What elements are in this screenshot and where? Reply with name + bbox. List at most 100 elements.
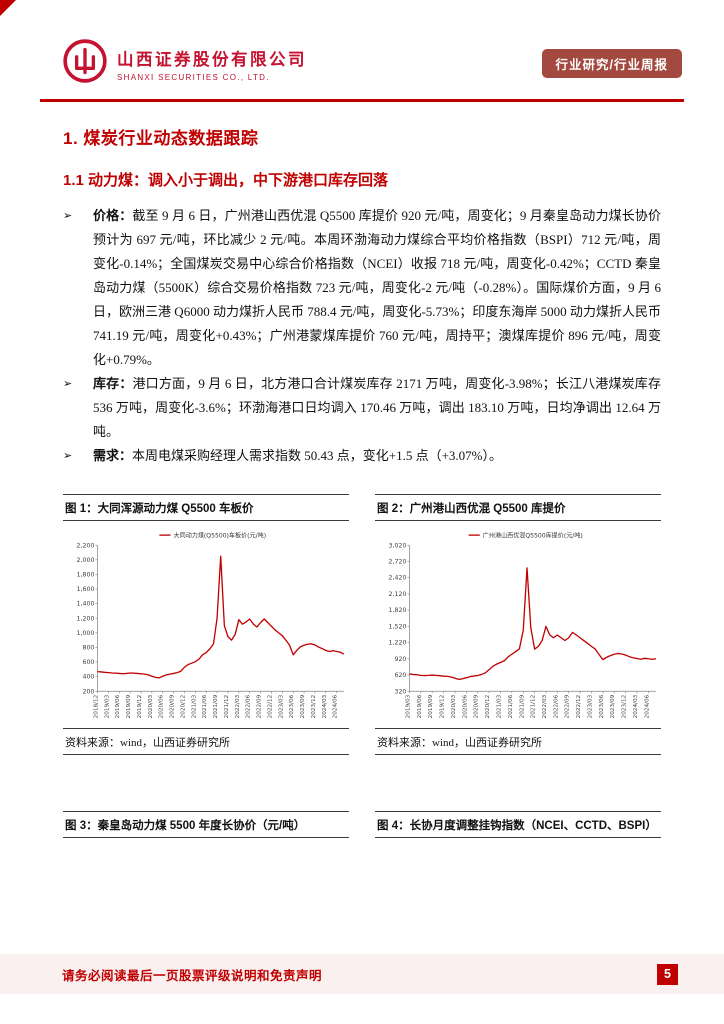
- svg-text:1,800: 1,800: [77, 571, 95, 578]
- section-title: 1. 煤炭行业动态数据跟踪: [63, 129, 259, 148]
- svg-text:2021/03: 2021/03: [496, 694, 502, 718]
- figure-2: 图 2：广州港山西优混 Q5500 库提价 320 620 920 1,220 1,52…: [375, 494, 661, 755]
- svg-text:2023/06: 2023/06: [599, 694, 605, 718]
- figures-row-2: 图 3：秦皇岛动力煤 5500 年度长协价（元/吨） 图 4：长协月度调整挂钩指…: [63, 810, 661, 838]
- svg-text:3,020: 3,020: [389, 542, 407, 549]
- svg-text:2021/12: 2021/12: [224, 694, 230, 718]
- svg-text:1,520: 1,520: [389, 623, 407, 630]
- bullet-label: 库存：: [93, 376, 133, 391]
- svg-text:广州港山西优混Q5500库提价(元/吨): 广州港山西优混Q5500库提价(元/吨): [483, 531, 583, 539]
- svg-text:2,420: 2,420: [389, 575, 407, 582]
- svg-text:2021/09: 2021/09: [213, 694, 219, 718]
- svg-text:600: 600: [82, 659, 94, 666]
- figure-2-source: 资料来源：wind，山西证券研究所: [375, 727, 661, 755]
- figure-1-chart: 200 400 600 800 1,000 1,200 1,400 1,600 1,800 2,0…: [63, 521, 349, 728]
- svg-text:2019/06: 2019/06: [417, 694, 423, 718]
- svg-text:320: 320: [394, 688, 406, 695]
- company-name-en: SHANXI SECURITIES CO., LTD.: [117, 72, 270, 82]
- svg-text:2024/03: 2024/03: [322, 694, 328, 718]
- svg-text:2020/12: 2020/12: [181, 694, 187, 718]
- bullet-list: ➢ 价格：截至 9 月 6 日，广州港山西优混 Q5500 库提价 920 元/…: [63, 204, 661, 468]
- company-logo: 山西证券股份有限公司 SHANXI SECURITIES CO., LTD.: [62, 38, 307, 89]
- bullet-label: 价格：: [93, 208, 133, 223]
- svg-text:2023/09: 2023/09: [610, 694, 616, 718]
- bullet-label: 需求：: [93, 448, 133, 463]
- svg-text:2021/09: 2021/09: [519, 694, 525, 718]
- svg-text:2021/03: 2021/03: [191, 694, 197, 718]
- svg-text:2,200: 2,200: [77, 542, 95, 549]
- svg-text:2023/03: 2023/03: [587, 694, 593, 718]
- svg-text:2019/12: 2019/12: [440, 694, 446, 718]
- svg-text:1,000: 1,000: [77, 630, 95, 637]
- bullet-item-price: ➢ 价格：截至 9 月 6 日，广州港山西优混 Q5500 库提价 920 元/…: [63, 204, 661, 372]
- svg-text:2022/09: 2022/09: [565, 694, 571, 718]
- svg-text:2,000: 2,000: [77, 557, 95, 564]
- svg-text:2020/03: 2020/03: [451, 694, 457, 718]
- bullet-arrow-icon: ➢: [63, 209, 73, 222]
- svg-text:2023/09: 2023/09: [300, 694, 306, 718]
- figure-1-title: 图 1：大同浑源动力煤 Q5500 车板价: [63, 494, 349, 521]
- svg-text:2018/12: 2018/12: [93, 694, 99, 718]
- svg-text:2023/12: 2023/12: [622, 694, 628, 718]
- svg-text:2019/06: 2019/06: [115, 694, 121, 718]
- page-footer: 请务必阅读最后一页股票评级说明和免责声明 5: [0, 954, 724, 994]
- figure-1: 图 1：大同浑源动力煤 Q5500 车板价 200 400 600 800 1,000 1…: [63, 494, 349, 755]
- svg-text:2022/09: 2022/09: [257, 694, 263, 718]
- figures-row-1: 图 1：大同浑源动力煤 Q5500 车板价 200 400 600 800 1,000 1…: [63, 494, 661, 755]
- svg-text:2021/12: 2021/12: [531, 694, 537, 718]
- svg-text:2024/06: 2024/06: [644, 694, 650, 718]
- bullet-text-inventory: 库存：港口方面，9 月 6 日，北方港口合计煤炭库存 2171 万吨，周变化-3…: [93, 376, 661, 439]
- svg-text:2020/03: 2020/03: [148, 694, 154, 718]
- svg-text:200: 200: [82, 688, 94, 695]
- svg-text:2022/03: 2022/03: [235, 694, 241, 718]
- report-body: 1. 煤炭行业动态数据跟踪 1.1 动力煤：调入小于调出，中下游港口库存回落 ➢…: [0, 124, 724, 838]
- svg-text:2020/12: 2020/12: [485, 694, 491, 718]
- svg-text:2022/06: 2022/06: [553, 694, 559, 718]
- svg-text:2022/12: 2022/12: [576, 694, 582, 718]
- svg-text:2020/06: 2020/06: [462, 694, 468, 718]
- svg-text:1,820: 1,820: [389, 607, 407, 614]
- subsection-title: 1.1 动力煤：调入小于调出，中下游港口库存回落: [63, 172, 389, 189]
- figure-2-title: 图 2：广州港山西优混 Q5500 库提价: [375, 494, 661, 521]
- svg-text:2024/03: 2024/03: [633, 694, 639, 718]
- svg-text:2021/06: 2021/06: [202, 694, 208, 718]
- figure-3-title: 图 3：秦皇岛动力煤 5500 年度长协价（元/吨）: [63, 810, 349, 838]
- svg-text:2,720: 2,720: [389, 559, 407, 566]
- svg-text:2022/06: 2022/06: [246, 694, 252, 718]
- svg-text:2019/12: 2019/12: [137, 694, 143, 718]
- company-name: 山西证券股份有限公司: [117, 50, 307, 69]
- svg-text:2019/03: 2019/03: [405, 694, 411, 718]
- svg-text:2019/09: 2019/09: [428, 694, 434, 718]
- svg-text:大同动力煤(Q5500)车板价(元/吨): 大同动力煤(Q5500)车板价(元/吨): [174, 531, 267, 539]
- bullet-text-price: 价格：截至 9 月 6 日，广州港山西优混 Q5500 库提价 920 元/吨，…: [93, 208, 661, 367]
- svg-text:2021/06: 2021/06: [508, 694, 514, 718]
- line-chart-datong: 200 400 600 800 1,000 1,200 1,400 1,600 1,800 2,0…: [77, 531, 345, 718]
- bullet-arrow-icon: ➢: [63, 449, 73, 462]
- svg-text:400: 400: [82, 674, 94, 681]
- figure-3: 图 3：秦皇岛动力煤 5500 年度长协价（元/吨）: [63, 810, 349, 838]
- disclaimer-text: 请务必阅读最后一页股票评级说明和免责声明: [62, 968, 323, 983]
- svg-text:1,400: 1,400: [77, 601, 95, 608]
- bullet-item-inventory: ➢ 库存：港口方面，9 月 6 日，北方港口合计煤炭库存 2171 万吨，周变化…: [63, 372, 661, 444]
- svg-text:1,600: 1,600: [77, 586, 95, 593]
- svg-text:2,120: 2,120: [389, 591, 407, 598]
- bullet-text-demand: 需求：本周电煤采购经理人需求指数 50.43 点，变化+1.5 点（+3.07%…: [93, 448, 503, 463]
- figure-4-title: 图 4：长协月度调整挂钩指数（NCEI、CCTD、BSPI）: [375, 810, 661, 838]
- svg-text:2022/12: 2022/12: [267, 694, 273, 718]
- page-header: 山西证券股份有限公司 SHANXI SECURITIES CO., LTD. 行…: [0, 0, 724, 89]
- corner-triangle-icon: [0, 0, 16, 16]
- svg-text:2020/06: 2020/06: [159, 694, 165, 718]
- line-chart-guangzhou: 320 620 920 1,220 1,520 1,820 2,120 2,420 2,720 3…: [389, 531, 656, 718]
- svg-text:2020/09: 2020/09: [474, 694, 480, 718]
- bullet-item-demand: ➢ 需求：本周电煤采购经理人需求指数 50.43 点，变化+1.5 点（+3.0…: [63, 444, 661, 468]
- svg-text:2022/03: 2022/03: [542, 694, 548, 718]
- page-number-badge: 5: [657, 963, 678, 985]
- svg-text:620: 620: [394, 672, 406, 679]
- svg-text:2023/06: 2023/06: [289, 694, 295, 718]
- svg-text:2019/03: 2019/03: [104, 694, 110, 718]
- svg-text:2019/09: 2019/09: [126, 694, 132, 718]
- svg-text:2023/03: 2023/03: [278, 694, 284, 718]
- svg-text:2024/06: 2024/06: [333, 694, 339, 718]
- svg-text:2020/09: 2020/09: [170, 694, 176, 718]
